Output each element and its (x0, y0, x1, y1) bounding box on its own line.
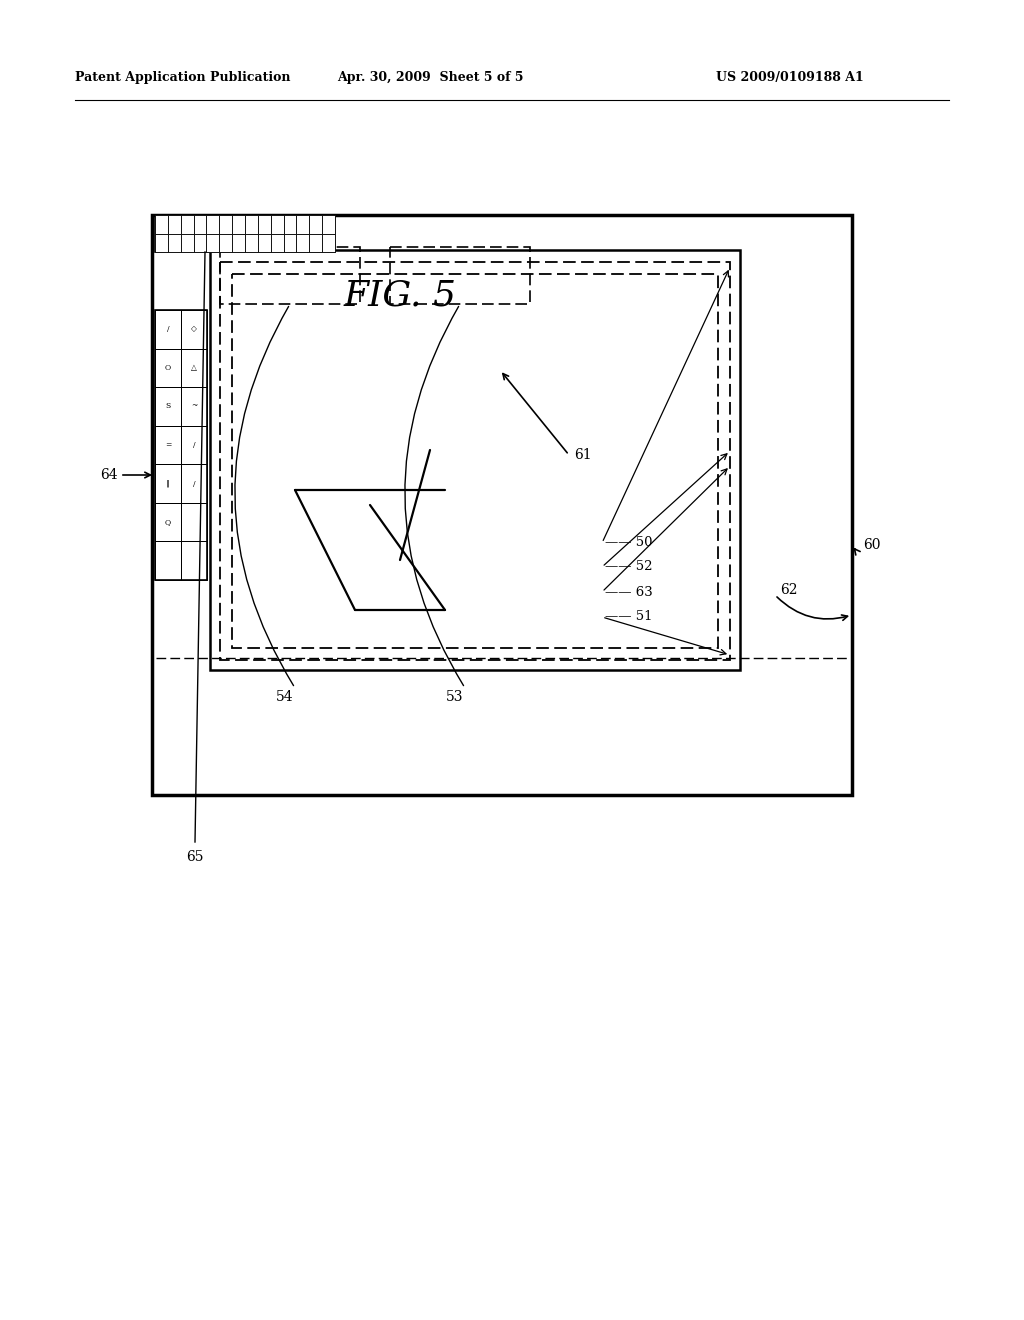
Bar (220, 261, 730, 660)
Bar (309, 215, 323, 234)
Text: /: / (193, 479, 196, 487)
Text: —— 63: —— 63 (605, 586, 652, 598)
Bar (219, 234, 232, 252)
Bar (323, 215, 335, 234)
Bar (194, 234, 207, 252)
Text: /: / (167, 325, 169, 333)
Text: ◇: ◇ (191, 325, 197, 333)
Text: —— 52: —— 52 (605, 561, 652, 573)
Text: ‖: ‖ (166, 479, 170, 487)
Bar (194, 215, 207, 234)
Bar (180, 234, 194, 252)
Bar (155, 310, 181, 348)
Bar (168, 234, 180, 252)
Bar (155, 234, 168, 252)
Text: Apr. 30, 2009  Sheet 5 of 5: Apr. 30, 2009 Sheet 5 of 5 (337, 71, 523, 84)
Text: 64: 64 (100, 469, 118, 482)
Text: 62: 62 (780, 583, 798, 597)
Bar (284, 234, 296, 252)
Bar (219, 215, 232, 234)
Bar (155, 215, 168, 234)
Text: 61: 61 (574, 447, 592, 462)
Text: US 2009/0109188 A1: US 2009/0109188 A1 (716, 71, 864, 84)
Text: —— 50: —— 50 (605, 536, 652, 549)
Bar (180, 215, 194, 234)
Bar (309, 234, 323, 252)
Text: =: = (165, 441, 171, 449)
Bar (181, 387, 207, 426)
Bar (152, 215, 852, 795)
Text: —— 51: —— 51 (605, 610, 652, 623)
Bar (155, 503, 181, 541)
Bar (245, 234, 258, 252)
Bar (210, 249, 740, 671)
Bar (258, 234, 270, 252)
Bar (258, 215, 270, 234)
Text: Patent Application Publication: Patent Application Publication (75, 71, 291, 84)
Bar (245, 215, 258, 234)
Bar (296, 215, 309, 234)
Bar (155, 426, 181, 465)
Bar (232, 234, 245, 252)
Bar (155, 541, 181, 579)
Text: 53: 53 (446, 690, 464, 704)
Text: S: S (165, 403, 171, 411)
Bar (155, 310, 207, 579)
Text: 60: 60 (863, 539, 881, 552)
Bar (207, 234, 219, 252)
Bar (181, 310, 207, 348)
Bar (155, 348, 181, 387)
Text: 65: 65 (186, 850, 204, 865)
Bar (155, 215, 335, 252)
Bar (220, 247, 360, 304)
Bar (323, 234, 335, 252)
Bar (207, 215, 219, 234)
Bar (232, 215, 245, 234)
Bar (181, 503, 207, 541)
Bar (390, 247, 530, 304)
Bar (155, 465, 181, 503)
Text: △: △ (191, 364, 197, 372)
Bar (296, 234, 309, 252)
Bar (181, 465, 207, 503)
Bar (155, 387, 181, 426)
Text: 54: 54 (276, 690, 294, 704)
Text: FIG. 5: FIG. 5 (343, 279, 457, 312)
Bar (181, 348, 207, 387)
Text: Q: Q (165, 519, 171, 527)
Bar (284, 215, 296, 234)
Bar (168, 215, 180, 234)
Text: /: / (193, 441, 196, 449)
Bar (270, 215, 284, 234)
Bar (181, 426, 207, 465)
Bar (181, 541, 207, 579)
Text: ~: ~ (190, 403, 198, 411)
Bar (232, 275, 718, 648)
Text: O: O (165, 364, 171, 372)
Bar (270, 234, 284, 252)
